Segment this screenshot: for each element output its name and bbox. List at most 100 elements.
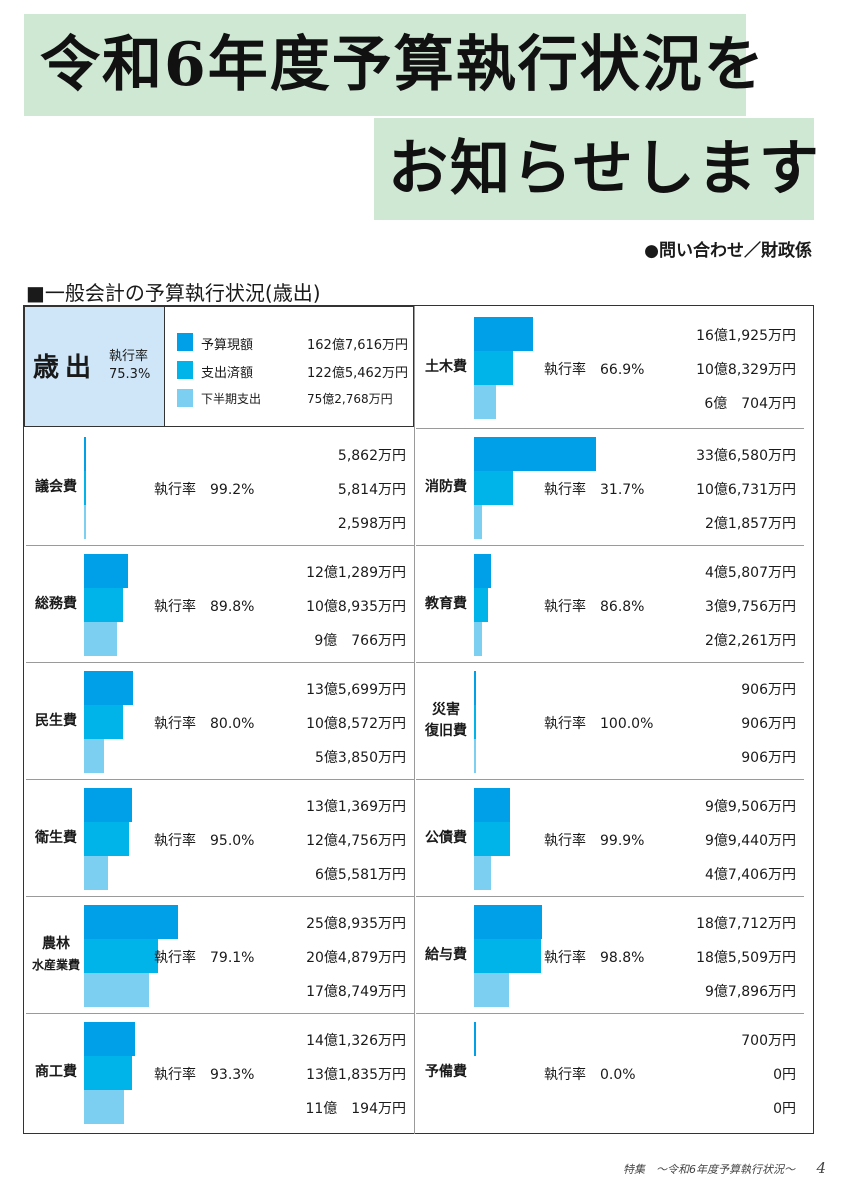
contact-info: ●問い合わせ／財政係 bbox=[644, 241, 812, 261]
value-label: 12億4,756万円 bbox=[306, 832, 406, 849]
value-label: 10億6,731万円 bbox=[696, 481, 796, 498]
bar-budget bbox=[474, 553, 491, 588]
legend-value: 75億2,768万円 bbox=[307, 392, 393, 406]
legend-value: 162億7,616万円 bbox=[307, 338, 409, 353]
bar-second-half bbox=[84, 738, 104, 773]
execution-rate: 執行率 31.7% bbox=[544, 481, 645, 498]
legend-swatch-spent bbox=[177, 361, 193, 379]
value-label: 3億9,756万円 bbox=[705, 598, 796, 615]
row-separator bbox=[26, 896, 414, 897]
value-label: 4億5,807万円 bbox=[705, 564, 796, 581]
value-label: 16億1,925万円 bbox=[696, 327, 796, 344]
category-label: 農林 水産業費 bbox=[31, 935, 80, 972]
row-separator bbox=[416, 662, 804, 663]
bar-spent bbox=[84, 470, 87, 505]
value-label: 17億8,749万円 bbox=[306, 983, 406, 1000]
category-label: 予備費 bbox=[425, 1063, 467, 1080]
value-label: 906万円 bbox=[741, 715, 796, 732]
legend-label: 下半期支出 bbox=[201, 392, 262, 406]
bar-budget bbox=[474, 670, 476, 705]
bar-second-half bbox=[474, 738, 476, 773]
footer: 特集 ～令和6年度予算執行状況～ 4 bbox=[623, 1159, 826, 1177]
bar-budget bbox=[84, 553, 128, 588]
title-banner-2: お知らせします bbox=[374, 118, 819, 220]
category-label: 議会費 bbox=[35, 478, 77, 495]
bar-spent bbox=[84, 1055, 132, 1090]
legend-swatch-second-half bbox=[177, 389, 193, 407]
bar-budget bbox=[474, 436, 596, 471]
value-label: 700万円 bbox=[741, 1032, 796, 1049]
category-label: 災害 復旧費 bbox=[425, 701, 467, 739]
value-label: 33億6,580万円 bbox=[696, 447, 796, 464]
category-label-line2: 復旧費 bbox=[425, 722, 467, 739]
bar-spent bbox=[474, 704, 476, 739]
bar-budget bbox=[84, 1021, 136, 1056]
value-label: 11億 194万円 bbox=[305, 1100, 406, 1117]
row-separator bbox=[26, 779, 414, 780]
row-separator bbox=[26, 545, 414, 546]
execution-rate: 執行率 99.2% bbox=[154, 481, 255, 498]
value-label: 20億4,879万円 bbox=[306, 949, 406, 966]
value-label: 12億1,289万円 bbox=[306, 564, 406, 581]
execution-rate: 執行率 99.9% bbox=[544, 832, 645, 849]
bar-spent bbox=[84, 938, 159, 973]
bar-second-half bbox=[84, 504, 86, 539]
value-label: 9億7,896万円 bbox=[705, 983, 796, 1000]
bar-second-half bbox=[84, 972, 149, 1007]
summary-rate: 75.3% bbox=[109, 367, 151, 382]
page-title-line1: 令和6年度予算執行状況を bbox=[40, 30, 766, 100]
value-label: 9億 766万円 bbox=[314, 632, 406, 649]
value-label: 4億7,406万円 bbox=[705, 866, 796, 883]
bar-spent bbox=[84, 821, 130, 856]
value-label: 9億9,440万円 bbox=[705, 832, 796, 849]
execution-rate: 執行率 0.0% bbox=[544, 1066, 636, 1083]
value-label: 2億1,857万円 bbox=[705, 515, 796, 532]
bar-budget bbox=[474, 1021, 476, 1056]
bar-spent bbox=[84, 704, 124, 739]
row-separator bbox=[416, 545, 804, 546]
value-label: 0円 bbox=[773, 1100, 796, 1117]
execution-rate: 執行率 93.3% bbox=[154, 1066, 255, 1083]
execution-rate: 執行率 66.9% bbox=[544, 361, 645, 378]
bar-spent bbox=[474, 821, 511, 856]
bar-budget bbox=[84, 904, 178, 939]
bar-budget bbox=[84, 670, 134, 705]
value-label: 906万円 bbox=[741, 681, 796, 698]
value-label: 9億9,506万円 bbox=[705, 798, 796, 815]
value-label: 13億5,699万円 bbox=[306, 681, 406, 698]
value-label: 5億3,850万円 bbox=[315, 749, 406, 766]
value-label: 25億8,935万円 bbox=[306, 915, 406, 932]
bar-spent bbox=[84, 587, 124, 622]
page-title-line2: お知らせします bbox=[388, 134, 821, 204]
execution-rate: 執行率 100.0% bbox=[544, 715, 654, 732]
summary-box: 歳出 執行率 75.3% 予算現額 162億7,616万円 支出済額 122億5… bbox=[24, 306, 414, 427]
bar-second-half bbox=[474, 855, 492, 890]
row-separator bbox=[416, 428, 804, 429]
value-label: 10億8,935万円 bbox=[306, 598, 406, 615]
value-label: 5,862万円 bbox=[337, 447, 406, 464]
bar-spent bbox=[474, 470, 513, 505]
row-separator bbox=[26, 1013, 414, 1014]
row-separator bbox=[416, 1013, 804, 1014]
bar-spent bbox=[474, 587, 489, 622]
bar-second-half bbox=[474, 504, 482, 539]
bar-second-half bbox=[474, 621, 483, 656]
chart-frame bbox=[23, 305, 814, 1134]
category-label: 公債費 bbox=[425, 829, 467, 846]
value-label: 18億5,509万円 bbox=[696, 949, 796, 966]
bar-second-half bbox=[474, 972, 510, 1007]
value-label: 13億1,835万円 bbox=[306, 1066, 406, 1083]
category-label: 教育費 bbox=[425, 595, 467, 612]
row-separator bbox=[416, 896, 804, 897]
value-label: 0円 bbox=[773, 1066, 796, 1083]
title-banner-1: 令和6年度予算執行状況を bbox=[24, 14, 764, 116]
bar-second-half bbox=[474, 384, 496, 419]
legend-swatch-budget bbox=[177, 333, 193, 351]
footer-text: 特集 ～令和6年度予算執行状況～ bbox=[622, 1163, 795, 1176]
execution-rate: 執行率 89.8% bbox=[154, 598, 255, 615]
value-label: 5,814万円 bbox=[337, 481, 406, 498]
execution-rate: 執行率 98.8% bbox=[544, 949, 645, 966]
category-label: 総務費 bbox=[35, 595, 77, 612]
execution-rate: 執行率 80.0% bbox=[154, 715, 255, 732]
value-label: 2億2,261万円 bbox=[705, 632, 796, 649]
